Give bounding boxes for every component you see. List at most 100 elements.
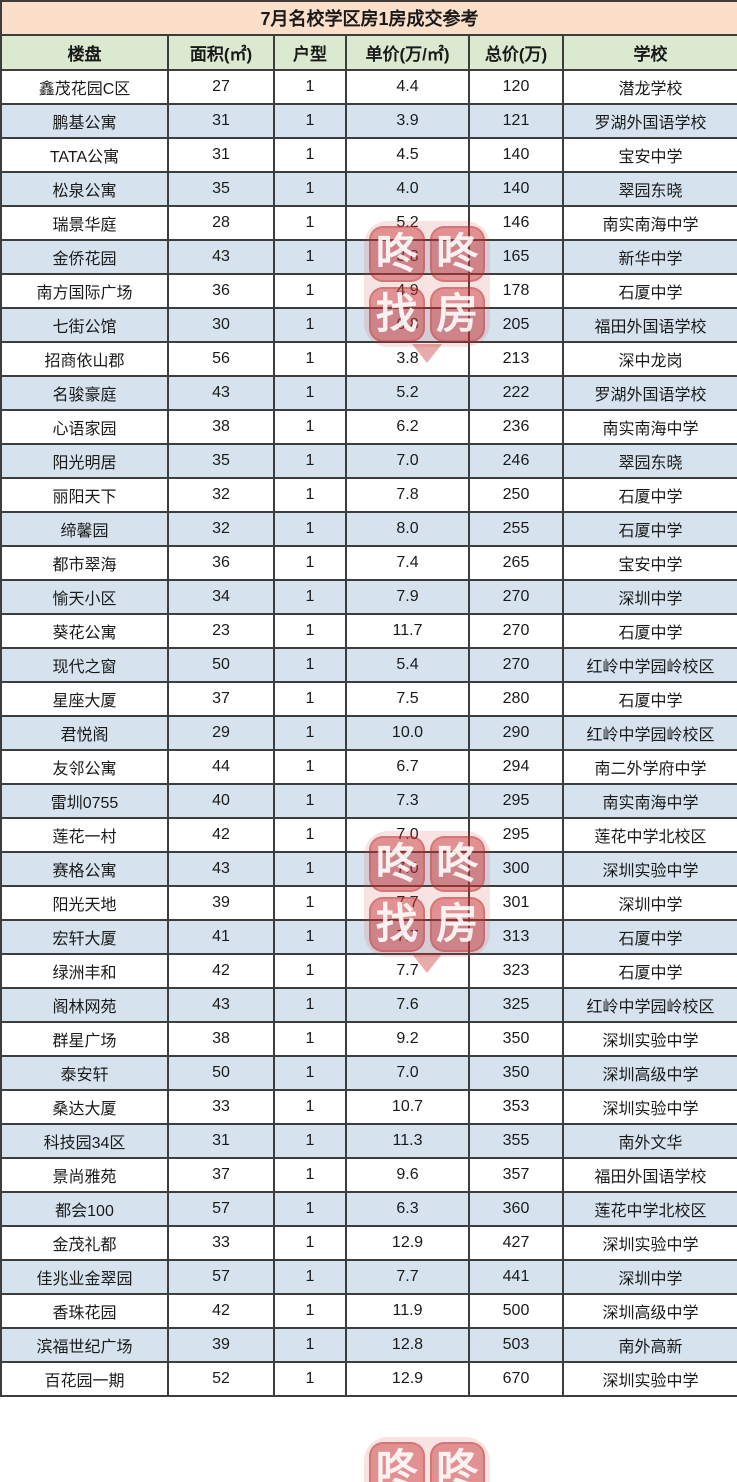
area-cell: 43	[167, 987, 275, 1023]
layout-cell: 1	[273, 681, 347, 717]
school-cell: 石厦中学	[561, 511, 737, 547]
table-title: 7月名校学区房1房成交参考	[0, 0, 737, 36]
total-price-cell: 500	[468, 1293, 564, 1329]
property-name-cell: 阳光天地	[0, 885, 169, 921]
total-price-cell: 236	[468, 409, 564, 445]
layout-cell: 1	[273, 1123, 347, 1159]
unit-price-cell: 3.9	[345, 103, 470, 139]
area-cell: 50	[167, 1055, 275, 1091]
total-price-cell: 503	[468, 1327, 564, 1363]
table-row: 松泉公寓 35 1 4.0 140 翠园东晓	[0, 171, 737, 207]
total-price-cell: 290	[468, 715, 564, 751]
area-cell: 37	[167, 681, 275, 717]
layout-cell: 1	[273, 171, 347, 207]
school-cell: 石厦中学	[561, 953, 737, 989]
table-row: 招商依山郡 56 1 3.8 213 深中龙岗	[0, 341, 737, 377]
school-cell: 深圳中学	[561, 885, 737, 921]
school-cell: 南实南海中学	[561, 205, 737, 241]
property-name-cell: 现代之窗	[0, 647, 169, 683]
total-price-cell: 255	[468, 511, 564, 547]
school-cell: 南二外学府中学	[561, 749, 737, 785]
layout-cell: 1	[273, 1157, 347, 1193]
area-cell: 31	[167, 137, 275, 173]
table-row: 赛格公寓 43 1 7.0 300 深圳实验中学	[0, 851, 737, 887]
area-cell: 35	[167, 171, 275, 207]
table-row: 莲花一村 42 1 7.0 295 莲花中学北校区	[0, 817, 737, 853]
unit-price-cell: 7.3	[345, 783, 470, 819]
table-row: 阁林网苑 43 1 7.6 325 红岭中学园岭校区	[0, 987, 737, 1023]
table-row: 绿洲丰和 42 1 7.7 323 石厦中学	[0, 953, 737, 989]
total-price-cell: 670	[468, 1361, 564, 1397]
layout-cell: 1	[273, 851, 347, 887]
unit-price-cell: 4.5	[345, 137, 470, 173]
total-price-cell: 313	[468, 919, 564, 955]
property-name-cell: 桑达大厦	[0, 1089, 169, 1125]
table-row: TATA公寓 31 1 4.5 140 宝安中学	[0, 137, 737, 173]
layout-cell: 1	[273, 613, 347, 649]
total-price-cell: 357	[468, 1157, 564, 1193]
school-cell: 翠园东晓	[561, 443, 737, 479]
total-price-cell: 295	[468, 783, 564, 819]
school-cell: 翠园东晓	[561, 171, 737, 207]
total-price-cell: 250	[468, 477, 564, 513]
unit-price-cell: 4.4	[345, 69, 470, 105]
total-price-cell: 353	[468, 1089, 564, 1125]
table-row: 泰安轩 50 1 7.0 350 深圳高级中学	[0, 1055, 737, 1091]
layout-cell: 1	[273, 443, 347, 479]
property-name-cell: 七街公馆	[0, 307, 169, 343]
school-cell: 深圳实验中学	[561, 1361, 737, 1397]
area-cell: 42	[167, 953, 275, 989]
school-cell: 深圳实验中学	[561, 1021, 737, 1057]
school-cell: 福田外国语学校	[561, 307, 737, 343]
table-row: 都市翠海 36 1 7.4 265 宝安中学	[0, 545, 737, 581]
total-price-cell: 441	[468, 1259, 564, 1295]
layout-cell: 1	[273, 783, 347, 819]
area-cell: 29	[167, 715, 275, 751]
total-price-cell: 350	[468, 1055, 564, 1091]
layout-cell: 1	[273, 511, 347, 547]
total-price-cell: 270	[468, 647, 564, 683]
table-row: 君悦阁 29 1 10.0 290 红岭中学园岭校区	[0, 715, 737, 751]
school-cell: 罗湖外国语学校	[561, 103, 737, 139]
table-row: 景尚雅苑 37 1 9.6 357 福田外国语学校	[0, 1157, 737, 1193]
column-header: 总价(万)	[468, 34, 564, 71]
property-name-cell: 群星广场	[0, 1021, 169, 1057]
column-header: 面积(㎡)	[167, 34, 275, 71]
property-name-cell: 友邻公寓	[0, 749, 169, 785]
property-name-cell: 莲花一村	[0, 817, 169, 853]
area-cell: 32	[167, 477, 275, 513]
unit-price-cell: 11.7	[345, 613, 470, 649]
layout-cell: 1	[273, 1327, 347, 1363]
area-cell: 56	[167, 341, 275, 377]
layout-cell: 1	[273, 715, 347, 751]
unit-price-cell: 6.7	[345, 749, 470, 785]
table-row: 南方国际广场 36 1 4.9 178 石厦中学	[0, 273, 737, 309]
watermark-char: 咚	[369, 1442, 425, 1482]
column-header: 学校	[561, 34, 737, 71]
school-cell: 莲花中学北校区	[561, 817, 737, 853]
table-row: 阳光天地 39 1 7.7 301 深圳中学	[0, 885, 737, 921]
total-price-cell: 301	[468, 885, 564, 921]
school-cell: 南实南海中学	[561, 409, 737, 445]
total-price-cell: 270	[468, 579, 564, 615]
total-price-cell: 213	[468, 341, 564, 377]
area-cell: 38	[167, 1021, 275, 1057]
property-name-cell: 绿洲丰和	[0, 953, 169, 989]
property-name-cell: 瑞景华庭	[0, 205, 169, 241]
layout-cell: 1	[273, 273, 347, 309]
unit-price-cell: 3.8	[345, 239, 470, 275]
area-cell: 36	[167, 273, 275, 309]
area-cell: 50	[167, 647, 275, 683]
total-price-cell: 300	[468, 851, 564, 887]
area-cell: 41	[167, 919, 275, 955]
unit-price-cell: 7.4	[345, 545, 470, 581]
total-price-cell: 323	[468, 953, 564, 989]
title-row: 7月名校学区房1房成交参考	[0, 0, 737, 36]
property-name-cell: 泰安轩	[0, 1055, 169, 1091]
total-price-cell: 360	[468, 1191, 564, 1227]
school-cell: 深圳实验中学	[561, 1089, 737, 1125]
total-price-cell: 140	[468, 137, 564, 173]
table-row: 雷圳0755 40 1 7.3 295 南实南海中学	[0, 783, 737, 819]
area-cell: 57	[167, 1191, 275, 1227]
property-name-cell: 百花园一期	[0, 1361, 169, 1397]
